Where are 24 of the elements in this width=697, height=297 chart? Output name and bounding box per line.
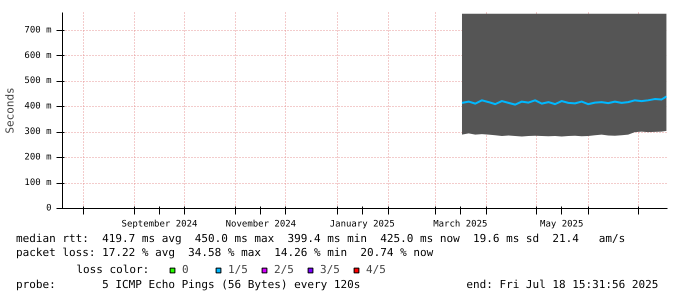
x-tick-label: May 2025 bbox=[540, 220, 584, 230]
y-tick-label: 400 m bbox=[24, 102, 52, 112]
x-tick-label: September 2024 bbox=[122, 220, 198, 230]
text: probe: 5 ICMP Echo Pings (56 Bytes) every 120s end: Fri Jul 18 15:31:56 2025 bbox=[16, 278, 658, 292]
y-tick-label: 600 m bbox=[24, 50, 52, 61]
y-tick-label: 500 m bbox=[24, 76, 52, 86]
text: median rtt: 419.7 ms avg 450.0 ms max 399.4 ms min 425.0 ms now 19.6 ms sd 21.4 am/s bbox=[16, 232, 626, 246]
y-axis-title: Seconds bbox=[3, 87, 16, 134]
x-tick-label: January 2025 bbox=[330, 220, 395, 230]
y-tick-label: 300 m bbox=[24, 127, 52, 138]
legend-label: 4/5 bbox=[366, 263, 386, 276]
text: packet loss: 17.22 % avg 34.58 % max 14.26 % min 20.74 % now bbox=[16, 246, 434, 260]
legend-label: 0 bbox=[182, 263, 190, 276]
x-tick-label: November 2024 bbox=[226, 220, 296, 230]
legend-label: 3/5 bbox=[320, 263, 340, 276]
y-tick-label: 700 m bbox=[24, 25, 52, 36]
legend-label: 2/5 bbox=[274, 263, 294, 276]
y-tick-label: 0 bbox=[46, 204, 52, 214]
y-tick-label: 200 m bbox=[24, 152, 52, 163]
legend-title: loss color: bbox=[76, 263, 150, 276]
x-tick-label: March 2025 bbox=[433, 220, 488, 230]
y-tick-label: 100 m bbox=[24, 178, 52, 188]
line-series bbox=[460, 96, 668, 106]
legend-label: 1/5 bbox=[228, 263, 248, 276]
